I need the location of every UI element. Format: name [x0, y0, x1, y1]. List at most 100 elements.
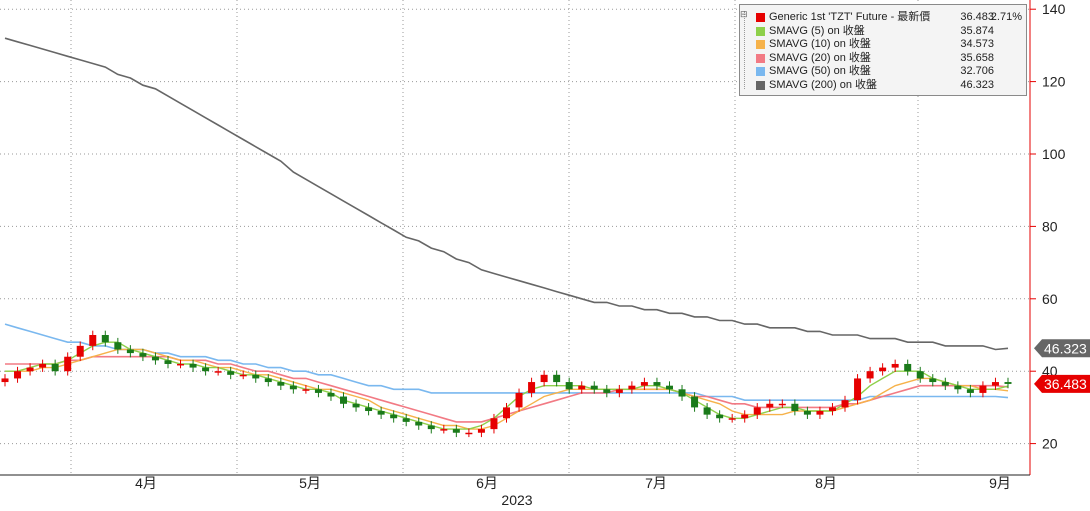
legend[interactable]: ⊟ Generic 1st 'TZT' Future - 最新價 36.483 2.…: [739, 4, 1027, 96]
legend-label: SMAVG (10) on 收盤: [769, 38, 871, 50]
candle-body: [503, 407, 510, 419]
candle-body: [440, 429, 448, 431]
y-tick-label: 80: [1042, 218, 1058, 234]
candle-body: [941, 382, 949, 386]
legend-value: 35.658: [960, 51, 994, 64]
x-axis: 4月 5月 6月 7月 8月 9月 2023: [0, 474, 1030, 508]
legend-label: SMAVG (5) on 收盤: [769, 24, 865, 37]
legend-value: 35.874: [960, 24, 994, 37]
collapse-icon[interactable]: ⊟: [740, 9, 748, 19]
legend-item[interactable]: SMAVG (10) on 收盤 34.573: [756, 38, 1024, 51]
candle-body: [14, 371, 22, 379]
legend-swatch: [756, 26, 765, 36]
legend-change: 2.71%: [990, 11, 1022, 23]
moving-average-lines: [4, 37, 1009, 430]
year-label: 2023: [501, 492, 532, 508]
candle-body: [979, 385, 987, 393]
price-tag-label: 36.483: [1044, 376, 1087, 392]
candle-body: [390, 414, 398, 419]
candle-body: [126, 349, 134, 354]
legend-item[interactable]: SMAVG (200) on 收盤 46.323: [756, 79, 1024, 92]
candle-body: [728, 418, 736, 420]
y-tick-label: 100: [1042, 146, 1066, 162]
candle-body: [716, 414, 724, 419]
legend-item[interactable]: SMAVG (20) on 收盤 35.658: [756, 52, 1024, 65]
candle-body: [904, 363, 912, 372]
price-tag-bg: [1034, 374, 1090, 393]
legend-value: 34.573: [960, 38, 994, 50]
candle-body: [177, 363, 185, 366]
candle-body: [753, 407, 761, 415]
legend-value: 36.483: [960, 11, 994, 23]
legend-item[interactable]: SMAVG (50) on 收盤 32.706: [756, 65, 1024, 78]
candle-body: [340, 396, 348, 404]
candle-body: [565, 382, 573, 390]
legend-swatch: [756, 67, 765, 76]
price-tag-bg: [1034, 339, 1090, 358]
candle-body: [891, 363, 899, 368]
legend-label: Generic 1st 'TZT' Future - 最新價: [769, 11, 931, 23]
x-tick-label: 8月: [815, 475, 837, 491]
candle-body: [452, 429, 460, 433]
candle-body: [791, 403, 799, 412]
candle-body: [841, 400, 849, 408]
last-price-tags: 46.323 36.483: [1034, 339, 1090, 393]
y-tick-label: 20: [1042, 436, 1058, 452]
candle-body: [1, 378, 9, 383]
candle-body: [540, 374, 548, 383]
candle-body: [553, 374, 561, 383]
candle-body: [778, 403, 786, 406]
candle-body: [653, 382, 661, 386]
x-tick-label: 9月: [989, 475, 1011, 491]
candle-body: [239, 374, 247, 377]
candle-body: [603, 389, 611, 393]
legend-label: SMAVG (20) on 收盤: [769, 51, 871, 64]
y-tick-label: 60: [1042, 291, 1058, 307]
candle-body: [76, 345, 84, 357]
candle-body: [954, 385, 962, 390]
candle-body: [427, 425, 435, 430]
candle-body: [365, 407, 373, 412]
y-tick-label: 120: [1042, 74, 1066, 90]
legend-label: SMAVG (200) on 收盤: [769, 78, 877, 91]
candle-body: [515, 392, 523, 408]
candlesticks: [1, 330, 1012, 438]
legend-item[interactable]: SMAVG (5) on 收盤 35.874: [756, 25, 1024, 38]
legend-swatch: [756, 13, 765, 22]
candle-body: [741, 414, 749, 419]
legend-swatch: [756, 40, 765, 49]
sma50-line: [4, 323, 1009, 402]
candle-body: [828, 407, 836, 412]
x-tick-label: 4月: [135, 475, 157, 491]
candle-body: [151, 356, 159, 361]
candle-body: [314, 389, 322, 393]
x-tick-label: 7月: [645, 475, 667, 491]
candle-body: [264, 378, 272, 383]
candle-body: [879, 367, 887, 372]
price-tag-label: 46.323: [1044, 340, 1087, 356]
legend-label: SMAVG (50) on 收盤: [769, 65, 871, 77]
candle-body: [665, 385, 673, 390]
candle-body: [227, 371, 235, 375]
candle-body: [64, 356, 72, 372]
sma200-line: [4, 37, 1009, 351]
candle-body: [26, 367, 34, 372]
candle-body: [89, 335, 97, 346]
candle-body: [628, 385, 636, 390]
candle-body: [327, 392, 335, 397]
legend-swatch: [756, 80, 765, 90]
candle-body: [101, 335, 109, 343]
candle-body: [402, 418, 410, 422]
legend-item[interactable]: Generic 1st 'TZT' Future - 最新價 36.483 2.71…: [756, 11, 1024, 24]
candle-body: [415, 421, 423, 426]
candle-body: [302, 389, 310, 391]
candle-body: [490, 418, 498, 430]
candle-body: [691, 396, 699, 408]
legend-swatch: [756, 53, 765, 63]
candle-body: [678, 389, 686, 397]
candle-body: [114, 342, 122, 350]
candle-body: [528, 382, 536, 393]
x-tick-label: 6月: [476, 475, 498, 491]
